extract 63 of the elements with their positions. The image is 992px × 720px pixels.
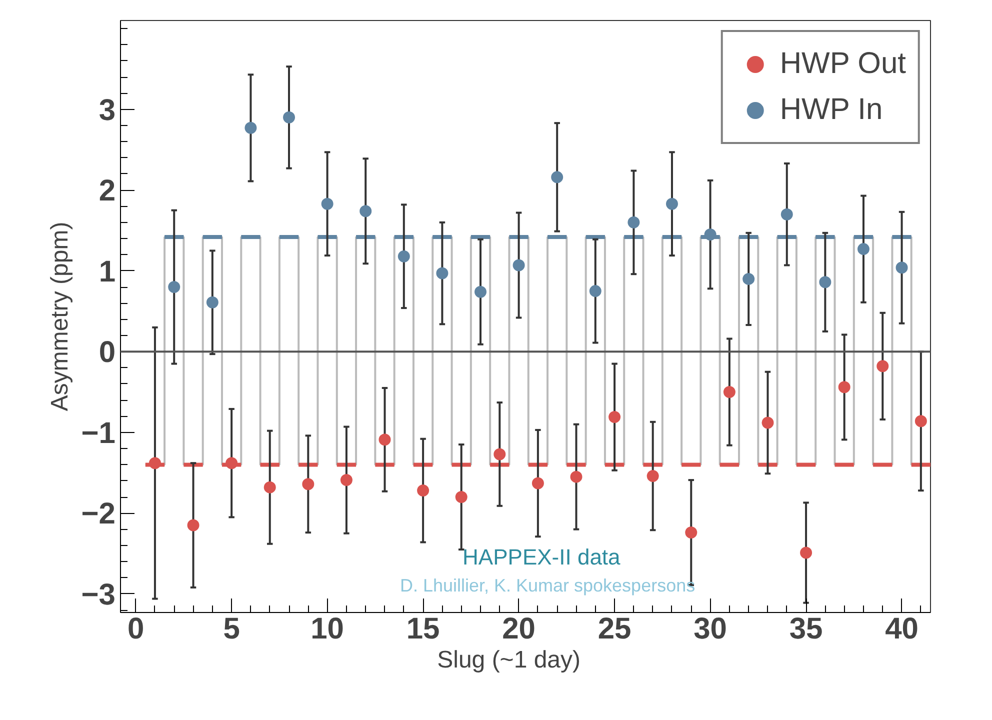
x-tick-label: 5: [223, 612, 240, 646]
point: [685, 526, 698, 539]
y-tick-label: 2: [98, 174, 116, 208]
point: [762, 416, 774, 429]
point: [360, 205, 372, 218]
point: [321, 198, 334, 210]
point: [340, 474, 352, 486]
point: [608, 411, 621, 424]
point: [914, 415, 927, 428]
point: [512, 259, 525, 272]
y-axis-title: Asymmetry (ppm): [46, 222, 74, 412]
point: [742, 272, 755, 285]
x-tick-label: 40: [885, 612, 918, 646]
point: [474, 286, 486, 298]
point: [589, 285, 602, 298]
y-tick-label: 3: [98, 94, 116, 127]
x-tick-label: 30: [694, 612, 727, 646]
point: [417, 484, 430, 497]
point: [378, 434, 391, 446]
point: [876, 360, 889, 372]
annotation: HAPPEX-II data: [462, 544, 622, 570]
point: [896, 262, 908, 274]
point: [666, 198, 678, 210]
point: [283, 111, 296, 124]
point: [800, 546, 812, 559]
point: [570, 470, 582, 483]
point: [398, 250, 410, 262]
x-tick-label: 20: [502, 612, 536, 646]
point: [780, 208, 793, 220]
y-tick-label: −3: [81, 578, 116, 612]
y-tick-label: −1: [81, 416, 116, 450]
point: [264, 481, 276, 494]
point: [723, 386, 736, 398]
point: [646, 470, 659, 482]
legend-label: HWP Out: [780, 47, 906, 81]
y-tick-label: 1: [98, 255, 116, 288]
point: [704, 228, 716, 241]
x-tick-label: 35: [789, 612, 823, 646]
point: [551, 171, 564, 184]
point: [206, 296, 218, 308]
x-axis-title: Slug (~1 day): [437, 646, 581, 674]
point: [226, 457, 238, 470]
x-tick-label: 0: [127, 612, 144, 646]
point: [302, 478, 314, 490]
point: [628, 216, 640, 228]
point: [494, 448, 506, 460]
y-tick-label: −2: [81, 498, 116, 531]
point: [455, 491, 468, 503]
x-tick-label: 25: [598, 612, 632, 646]
point: [838, 381, 850, 394]
point: [819, 276, 832, 288]
x-tick-label: 10: [310, 612, 344, 646]
point: [187, 519, 200, 532]
point: [532, 477, 544, 490]
y-tick-label: 0: [98, 336, 116, 370]
x-tick-label: 15: [406, 612, 440, 646]
point: [244, 122, 257, 134]
annotation: D. Lhuillier, K. Kumar spokespersons: [400, 576, 696, 596]
point: [168, 281, 180, 294]
point: [148, 457, 161, 470]
point: [436, 267, 448, 280]
legend-label: HWP In: [780, 93, 883, 127]
point: [857, 243, 870, 256]
